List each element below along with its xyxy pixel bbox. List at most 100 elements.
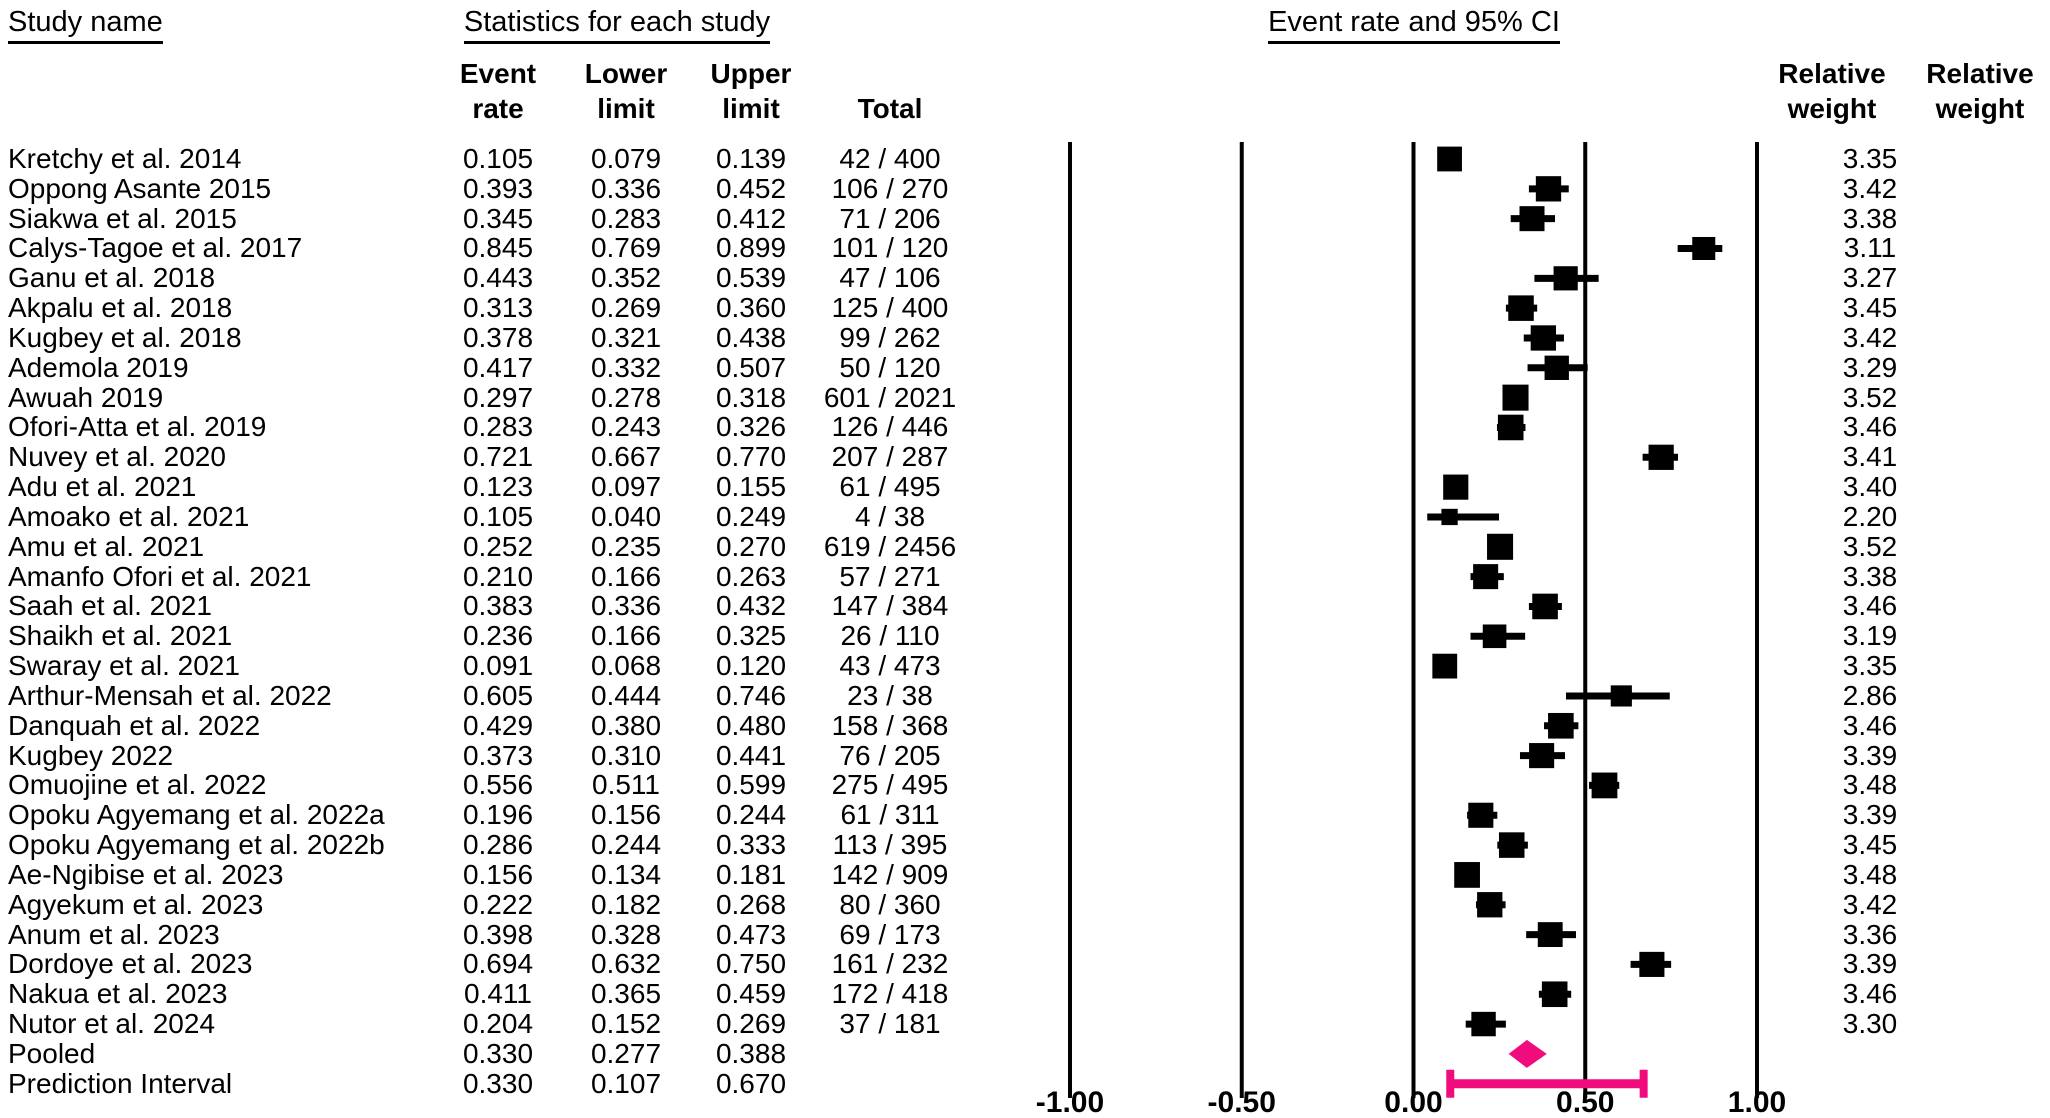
lower-limit-cell: 0.152 xyxy=(590,1008,662,1039)
event-rate-square xyxy=(1437,146,1462,172)
lower-limit-cell: 0.328 xyxy=(590,919,662,950)
relative-weight-cell: 3.42 xyxy=(1842,322,1898,353)
relative-weight-cell: 3.19 xyxy=(1842,620,1898,651)
study-name-cell: Arthur-Mensah et al. 2022 xyxy=(8,680,332,711)
relative-weight-cell: 3.46 xyxy=(1842,978,1898,1009)
table-row: Ganu et al. 2018 0.443 0.352 0.539 47 / 106 3… xyxy=(0,263,2050,293)
lower-limit-cell: 0.269 xyxy=(590,292,662,323)
lower-limit-cell: 0.380 xyxy=(590,710,662,741)
study-name-cell: Calys-Tagoe et al. 2017 xyxy=(8,232,303,263)
relative-weight-cell: 3.48 xyxy=(1842,859,1898,890)
event-rate-square xyxy=(1473,564,1499,590)
study-name-cell: Adu et al. 2021 xyxy=(8,471,197,502)
relative-weight-cell: 3.35 xyxy=(1842,143,1898,174)
table-row: Swaray et al. 2021 0.091 0.068 0.120 43 / 47… xyxy=(0,651,2050,681)
event-rate-square xyxy=(1692,236,1716,260)
lower-limit-cell: 0.079 xyxy=(590,143,662,174)
table-row: Kugbey et al. 2018 0.378 0.321 0.438 99 / 26… xyxy=(0,323,2050,353)
event-rate-square xyxy=(1432,653,1458,679)
column-header-lower-limit-line2: limit xyxy=(597,93,655,124)
relative-weight-cell: 3.36 xyxy=(1842,919,1898,950)
table-row: Akpalu et al. 2018 0.313 0.269 0.360 125 / 4… xyxy=(0,293,2050,323)
upper-limit-cell: 0.244 xyxy=(715,799,787,830)
upper-limit-cell: 0.333 xyxy=(715,829,787,860)
statistics-header-text: Statistics for each study xyxy=(463,6,771,44)
table-row: Ademola 2019 0.417 0.332 0.507 50 / 120 3.29 xyxy=(0,353,2050,383)
relative-weight-cell: 3.30 xyxy=(1842,1008,1898,1039)
event-rate-cell: 0.417 xyxy=(462,352,534,383)
upper-limit-cell: 0.746 xyxy=(715,680,787,711)
upper-limit-cell: 0.325 xyxy=(715,620,787,651)
axis-tick-label: -0.50 xyxy=(1208,1086,1276,1118)
lower-limit-cell: 0.134 xyxy=(590,859,662,890)
table-row: Saah et al. 2021 0.383 0.336 0.432 147 / 384… xyxy=(0,591,2050,621)
lower-limit-cell: 0.243 xyxy=(590,411,662,442)
lower-limit-cell: 0.365 xyxy=(590,978,662,1009)
event-rate-square xyxy=(1639,951,1665,977)
event-rate-square xyxy=(1508,295,1534,321)
table-row: Nutor et al. 2024 0.204 0.152 0.269 37 / 181… xyxy=(0,1009,2050,1039)
upper-limit-cell: 0.155 xyxy=(715,471,787,502)
table-row: Ofori-Atta et al. 2019 0.283 0.243 0.326 126… xyxy=(0,412,2050,442)
upper-limit-cell: 0.480 xyxy=(715,710,787,741)
relative-weight-cell: 3.45 xyxy=(1842,292,1898,323)
total-cell: 126 / 446 xyxy=(831,411,949,442)
study-name-cell: Pooled xyxy=(8,1038,96,1069)
upper-limit-cell: 0.670 xyxy=(715,1068,787,1099)
relative-weight-cell: 3.39 xyxy=(1842,740,1898,771)
event-rate-square xyxy=(1530,325,1556,351)
lower-limit-cell: 0.278 xyxy=(590,382,662,413)
event-rate-square xyxy=(1519,206,1545,232)
study-name-cell: Siakwa et al. 2015 xyxy=(8,203,237,234)
event-rate-cell: 0.721 xyxy=(462,441,534,472)
upper-limit-cell: 0.139 xyxy=(715,143,787,174)
study-name-cell: Opoku Agyemang et al. 2022b xyxy=(8,829,385,860)
event-rate-cell: 0.313 xyxy=(462,292,534,323)
total-cell: 113 / 395 xyxy=(832,829,948,860)
relative-weight-cell: 3.35 xyxy=(1842,650,1898,681)
relative-weight-cell: 2.20 xyxy=(1842,501,1898,532)
event-rate-cell: 0.204 xyxy=(462,1008,534,1039)
event-rate-cell: 0.283 xyxy=(462,411,534,442)
total-cell: 42 / 400 xyxy=(839,143,941,174)
event-rate-cell: 0.429 xyxy=(462,710,534,741)
column-header-relative-weight-1-line1: Relative xyxy=(1778,58,1886,89)
total-cell: 26 / 110 xyxy=(840,620,940,651)
lower-limit-cell: 0.166 xyxy=(590,620,662,651)
event-rate-cell: 0.196 xyxy=(462,799,534,830)
table-row: Opoku Agyemang et al. 2022b 0.286 0.244 0.3… xyxy=(0,830,2050,860)
upper-limit-cell: 0.770 xyxy=(715,441,787,472)
upper-limit-cell: 0.318 xyxy=(715,382,787,413)
study-name-cell: Ae-Ngibise et al. 2023 xyxy=(8,859,284,890)
upper-limit-cell: 0.473 xyxy=(715,919,787,950)
event-rate-square xyxy=(1591,772,1618,799)
axis-tick-label: 0.00 xyxy=(1384,1086,1442,1118)
relative-weight-cell: 3.42 xyxy=(1842,889,1898,920)
event-rate-cell: 0.443 xyxy=(462,262,534,293)
study-name-cell: Awuah 2019 xyxy=(8,382,164,413)
event-rate-cell: 0.411 xyxy=(464,978,532,1009)
total-cell: 61 / 495 xyxy=(839,471,941,502)
event-rate-square xyxy=(1544,355,1569,380)
upper-limit-cell: 0.899 xyxy=(715,232,787,263)
study-name-cell: Prediction Interval xyxy=(8,1068,233,1099)
upper-limit-cell: 0.412 xyxy=(715,203,787,234)
lower-limit-cell: 0.156 xyxy=(590,799,662,830)
study-name-cell: Amanfo Ofori et al. 2021 xyxy=(8,561,312,592)
column-header-relative-weight-1-line2: weight xyxy=(1787,93,1877,124)
total-cell: 275 / 495 xyxy=(831,769,949,800)
event-rate-square xyxy=(1648,444,1674,470)
lower-limit-cell: 0.336 xyxy=(590,173,662,204)
event-rate-cell: 0.330 xyxy=(462,1068,534,1099)
event-rate-square xyxy=(1498,832,1525,858)
table-row: Amanfo Ofori et al. 2021 0.210 0.166 0.263 5… xyxy=(0,562,2050,592)
lower-limit-cell: 0.667 xyxy=(590,441,662,472)
upper-limit-cell: 0.360 xyxy=(715,292,787,323)
total-cell: 80 / 360 xyxy=(839,889,941,920)
event-rate-cell: 0.156 xyxy=(462,859,534,890)
total-cell: 158 / 368 xyxy=(831,710,949,741)
relative-weight-cell: 3.46 xyxy=(1842,710,1898,741)
table-row: Ae-Ngibise et al. 2023 0.156 0.134 0.181 142… xyxy=(0,860,2050,890)
total-cell: 101 / 120 xyxy=(831,232,949,263)
